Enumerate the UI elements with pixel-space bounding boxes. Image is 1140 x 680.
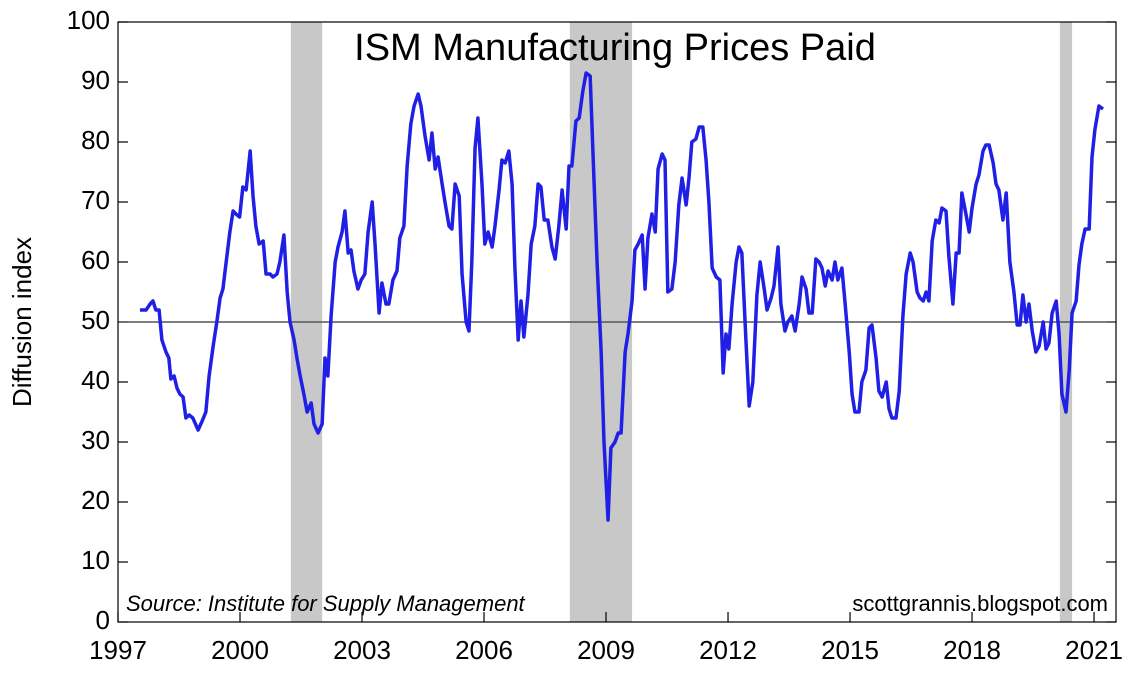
y-tick-label: 40 [81,365,110,395]
x-tick-label: 2021 [1065,635,1123,665]
y-tick-label: 60 [81,245,110,275]
y-tick-label: 30 [81,425,110,455]
series-layer [139,71,1105,522]
y-tick-label: 80 [81,125,110,155]
x-tick-label: 2012 [699,635,757,665]
source-note: Source: Institute for Supply Management [126,591,526,616]
axes-layer: 0 10 20 30 40 50 60 70 80 90 100 1997 2000 2003 2006 20… [67,5,1123,665]
y-tick-label: 10 [81,545,110,575]
y-tick-label: 20 [81,485,110,515]
x-tick-label: 2009 [577,635,635,665]
x-tick-label: 2015 [821,635,879,665]
x-tick-label: 1997 [89,635,147,665]
y-tick-label: 70 [81,185,110,215]
y-tick-label: 100 [67,5,110,35]
x-tick-label: 2000 [211,635,269,665]
x-tick-label: 2018 [943,635,1001,665]
x-tick-label: 2006 [455,635,513,665]
plot-frame [117,21,1117,623]
site-note: scottgrannis.blogspot.com [852,591,1108,616]
chart-title: ISM Manufacturing Prices Paid [354,27,876,69]
y-tick-label: 0 [96,605,110,635]
y-tick-label: 90 [81,65,110,95]
series-line [139,71,1105,522]
x-tick-label: 2003 [333,635,391,665]
y-axis-label: Diffusion index [7,237,37,407]
y-tick-label: 50 [81,305,110,335]
